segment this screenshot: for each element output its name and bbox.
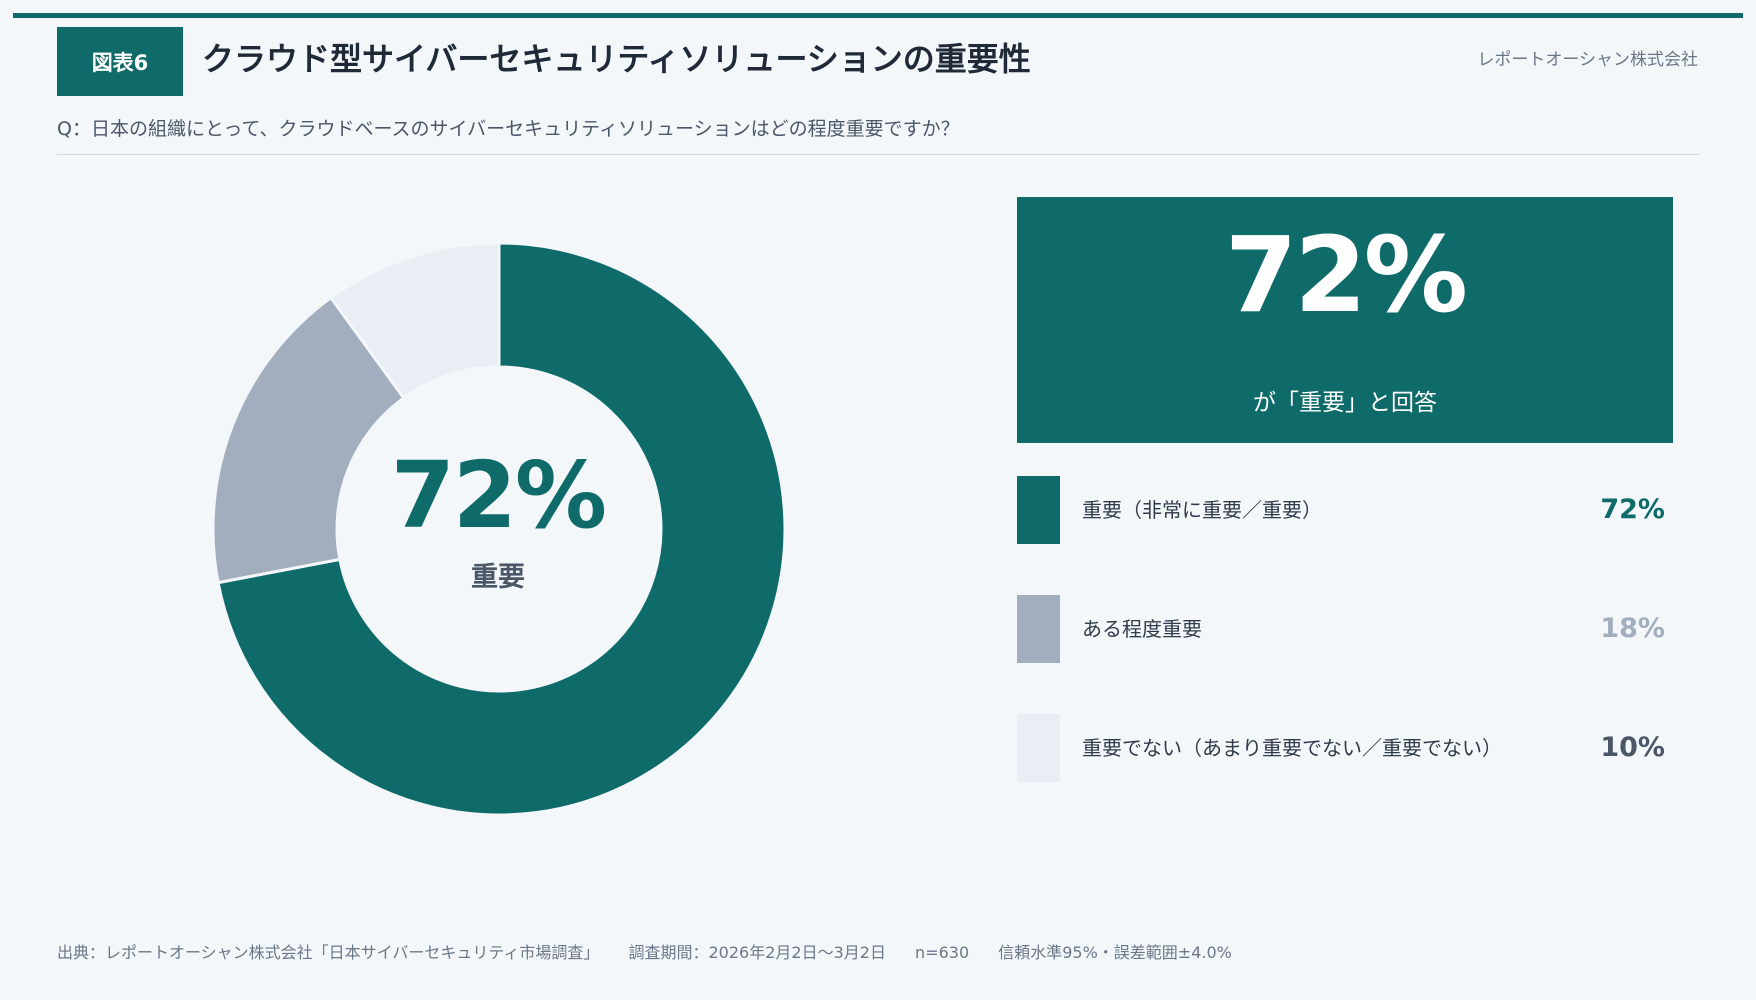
donut-chart bbox=[211, 241, 787, 817]
legend-label: 重要でない（あまり重要でない／重要でない） bbox=[1082, 736, 1502, 760]
legend-value: 72% bbox=[1600, 494, 1665, 525]
top-rule bbox=[13, 13, 1743, 18]
donut-chart-svg bbox=[211, 241, 787, 817]
footer-note: 出典：レポートオーシャン株式会社「日本サイバーセキュリティ市場調査」 調査期間：… bbox=[57, 940, 1256, 966]
footer-sample: n=630 bbox=[915, 943, 970, 962]
legend-label: ある程度重要 bbox=[1082, 617, 1202, 641]
legend-value: 10% bbox=[1600, 732, 1665, 763]
company-name: レポートオーシャン株式会社 bbox=[1477, 50, 1698, 70]
legend-item-not-important: 重要でない（あまり重要でない／重要でない） 10% bbox=[1017, 714, 1673, 782]
footer-period: 調査期間：2026年2月2日〜3月2日 bbox=[628, 943, 886, 962]
survey-question: Q：日本の組織にとって、クラウドベースのサイバーセキュリティソリューションはどの… bbox=[57, 118, 960, 140]
footer-source: 出典：レポートオーシャン株式会社「日本サイバーセキュリティ市場調査」 bbox=[57, 943, 600, 962]
legend-swatch bbox=[1017, 476, 1060, 544]
chart-legend: 重要（非常に重要／重要） 72% ある程度重要 18% 重要でない（あまり重要で… bbox=[1017, 476, 1673, 802]
header-divider bbox=[57, 154, 1699, 155]
donut-center-value: 72% bbox=[390, 442, 607, 549]
kpi-card: 72% が「重要」と回答 bbox=[1017, 197, 1673, 443]
figure-badge: 図表6 bbox=[57, 27, 183, 96]
footer-confidence: 信頼水準95%・誤差範囲±4.0% bbox=[998, 943, 1232, 962]
legend-label: 重要（非常に重要／重要） bbox=[1082, 498, 1322, 522]
kpi-value: 72% bbox=[1225, 214, 1468, 336]
kpi-caption: が「重要」と回答 bbox=[1253, 390, 1437, 416]
legend-swatch bbox=[1017, 714, 1060, 782]
donut-center-label: 重要 bbox=[471, 562, 525, 593]
legend-swatch bbox=[1017, 595, 1060, 663]
legend-item-somewhat-important: ある程度重要 18% bbox=[1017, 595, 1673, 663]
slice-important bbox=[216, 241, 787, 817]
page-title: クラウド型サイバーセキュリティソリューションの重要性 bbox=[202, 40, 1031, 78]
slice-somewhat-important bbox=[211, 295, 406, 585]
slice-not-important bbox=[328, 241, 501, 401]
legend-value: 18% bbox=[1600, 613, 1665, 644]
legend-item-important: 重要（非常に重要／重要） 72% bbox=[1017, 476, 1673, 544]
